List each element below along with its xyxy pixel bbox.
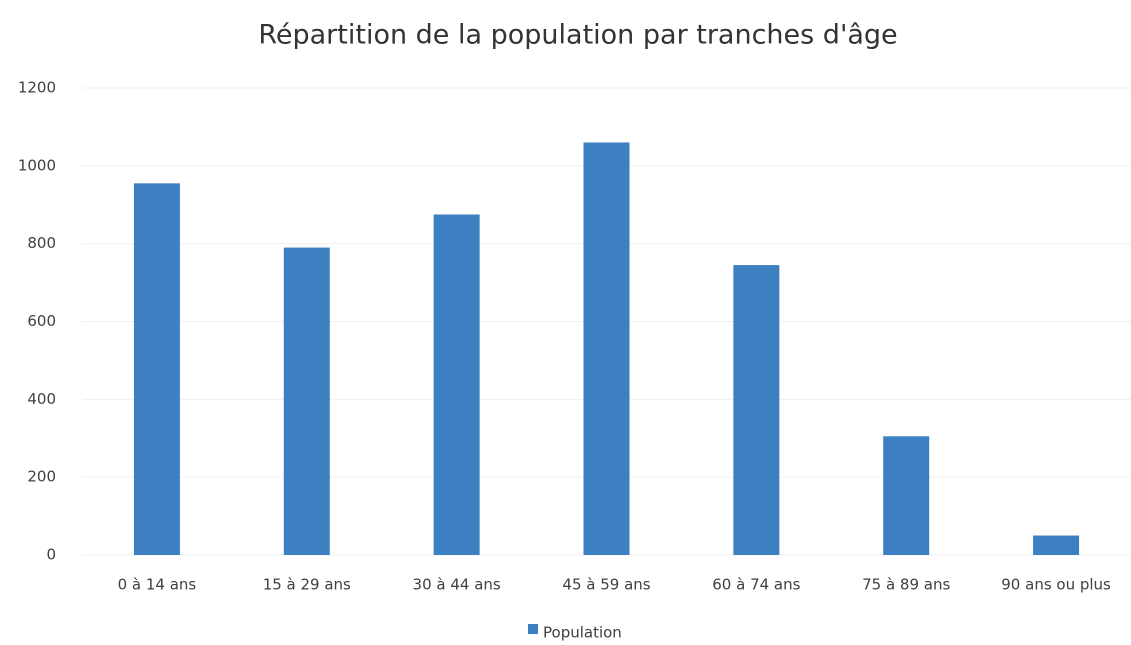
- bar: [733, 265, 780, 555]
- bar: [283, 247, 330, 555]
- y-tick-label: 600: [27, 312, 56, 330]
- x-tick-label: 30 à 44 ans: [413, 576, 501, 594]
- x-tick-label: 60 à 74 ans: [712, 576, 800, 594]
- x-tick-label: 45 à 59 ans: [562, 576, 650, 594]
- x-tick-label: 90 ans ou plus: [1001, 576, 1111, 594]
- legend-swatch: [528, 624, 538, 634]
- bar: [133, 183, 180, 556]
- bar: [583, 142, 630, 555]
- x-tick-label: 15 à 29 ans: [263, 576, 351, 594]
- chart-title: Répartition de la population par tranche…: [258, 20, 897, 51]
- bar: [1033, 535, 1080, 555]
- bar: [883, 436, 930, 555]
- y-tick-label: 1200: [18, 79, 56, 97]
- x-tick-label: 0 à 14 ans: [118, 576, 197, 594]
- legend-label: Population: [543, 624, 622, 642]
- bar: [433, 214, 480, 555]
- y-tick-label: 0: [46, 546, 56, 564]
- x-tick-label: 75 à 89 ans: [862, 576, 950, 594]
- y-tick-label: 200: [27, 468, 56, 486]
- y-tick-label: 1000: [18, 156, 56, 174]
- y-tick-label: 800: [27, 234, 56, 252]
- y-tick-label: 400: [27, 390, 56, 408]
